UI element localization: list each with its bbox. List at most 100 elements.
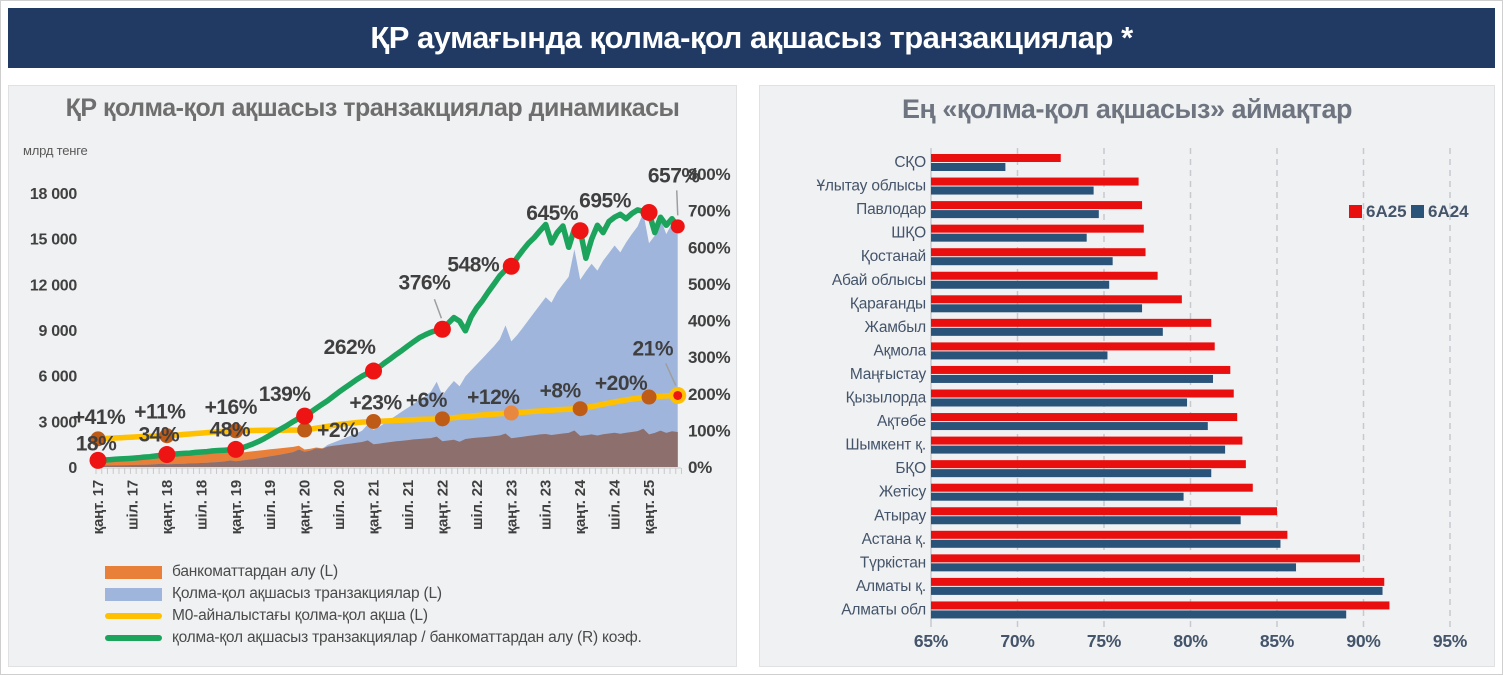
svg-text:+2%: +2% xyxy=(317,419,359,442)
cashless-area-swatch xyxy=(105,587,162,601)
svg-text:21%: 21% xyxy=(632,337,673,360)
x-tick-labels: 65% 70% 75% 80% 85% 90% 95% xyxy=(914,631,1468,651)
left-axis-labels: 0 3 000 6 000 9 000 12 000 15 000 18 000 xyxy=(30,186,78,477)
legend-label-ratio: қолма-қол ақшасыз транзакциялар / банком… xyxy=(172,629,642,646)
svg-text:+11%: +11% xyxy=(134,401,186,424)
svg-text:Павлодар: Павлодар xyxy=(856,201,926,218)
svg-text:+12%: +12% xyxy=(467,386,520,409)
legend-swatch-6a24 xyxy=(1411,205,1424,218)
regions-legend: 6А25 6А24 xyxy=(1349,202,1469,221)
svg-text:657%: 657% xyxy=(648,164,701,187)
svg-text:Қарағанды: Қарағанды xyxy=(850,295,926,312)
svg-text:700%: 700% xyxy=(688,202,730,221)
svg-text:Алматы обл: Алматы обл xyxy=(841,601,926,618)
bar-6a25 xyxy=(931,271,1158,280)
main-title: ҚР аумағында қолма-қол ақшасыз транзакци… xyxy=(370,20,1133,55)
svg-text:Шымкент қ.: Шымкент қ. xyxy=(845,437,926,454)
svg-text:6А25: 6А25 xyxy=(1366,202,1407,221)
svg-text:200%: 200% xyxy=(688,385,730,404)
bar-6a25 xyxy=(931,318,1212,327)
left-axis-unit-label: млрд тенге xyxy=(23,143,88,158)
svg-text:262%: 262% xyxy=(324,336,377,359)
svg-text:500%: 500% xyxy=(688,275,730,294)
svg-text:139%: 139% xyxy=(259,383,312,406)
svg-text:қаңт. 25: қаңт. 25 xyxy=(641,480,658,534)
svg-text:695%: 695% xyxy=(579,189,632,212)
svg-text:Қостанай: Қостанай xyxy=(861,248,926,265)
svg-text:85%: 85% xyxy=(1260,631,1295,651)
svg-text:0: 0 xyxy=(68,460,77,477)
svg-text:қаңт. 21: қаңт. 21 xyxy=(366,480,383,534)
bar-6a24 xyxy=(931,445,1226,454)
dynamics-chart-panel: ҚР қолма-қол ақшасыз транзакциялар динам… xyxy=(8,85,737,667)
svg-text:300%: 300% xyxy=(688,348,730,367)
svg-text:Астана қ.: Астана қ. xyxy=(862,531,926,548)
svg-text:ШҚО: ШҚО xyxy=(891,225,926,242)
svg-text:12 000: 12 000 xyxy=(30,277,78,294)
svg-text:шіл. 19: шіл. 19 xyxy=(262,480,279,530)
bar-6a25 xyxy=(931,154,1061,162)
atm-area-swatch xyxy=(105,565,162,579)
bar-6a25 xyxy=(931,436,1243,445)
bar-6a25 xyxy=(931,577,1385,586)
svg-text:БҚО: БҚО xyxy=(895,460,926,477)
regions-chart-title: Ең «қолма-қол ақшасыз» аймақтар xyxy=(902,94,1353,124)
bar-6a25 xyxy=(931,507,1277,516)
svg-text:3 000: 3 000 xyxy=(38,414,77,431)
bar-6a24 xyxy=(931,327,1163,336)
regions-chart-canvas: СҚО Ұлытау облысы Павлодар ШҚО Қостанай Абай … xyxy=(816,148,1469,651)
bar-6a24 xyxy=(931,210,1099,219)
svg-text:қаңт. 17: қаңт. 17 xyxy=(90,480,107,534)
svg-text:95%: 95% xyxy=(1433,631,1468,651)
ratio-line-swatch xyxy=(105,635,162,641)
svg-text:Түркістан: Түркістан xyxy=(860,554,926,571)
svg-text:645%: 645% xyxy=(526,202,579,225)
svg-text:6 000: 6 000 xyxy=(38,369,77,386)
main-title-bar: ҚР аумағында қолма-қол ақшасыз транзакци… xyxy=(8,8,1495,68)
svg-text:Маңғыстау: Маңғыстау xyxy=(850,366,927,383)
bar-6a24 xyxy=(931,163,1006,171)
bar-6a24 xyxy=(931,280,1110,289)
bar-6a25 xyxy=(931,601,1390,610)
svg-text:800%: 800% xyxy=(688,165,730,184)
svg-text:548%: 548% xyxy=(447,253,500,276)
bar-6a24 xyxy=(931,304,1143,313)
svg-text:Ақмола: Ақмола xyxy=(873,342,926,359)
svg-text:Ақтөбе: Ақтөбе xyxy=(877,413,926,430)
svg-text:қаңт. 24: қаңт. 24 xyxy=(572,479,589,534)
svg-text:шіл. 21: шіл. 21 xyxy=(400,480,417,530)
svg-text:9 000: 9 000 xyxy=(38,323,77,340)
svg-text:Алматы қ.: Алматы қ. xyxy=(856,578,926,595)
svg-text:+6%: +6% xyxy=(406,389,448,412)
svg-text:Ұлытау облысы: Ұлытау облысы xyxy=(816,178,926,195)
svg-text:Жамбыл: Жамбыл xyxy=(865,319,926,336)
svg-text:Қызылорда: Қызылорда xyxy=(846,390,927,407)
svg-text:Атырау: Атырау xyxy=(874,507,926,524)
svg-text:шіл. 23: шіл. 23 xyxy=(538,480,555,530)
regions-chart-panel: Ең «қолма-қол ақшасыз» аймақтар СҚО Ұлыта… xyxy=(759,85,1495,667)
svg-text:400%: 400% xyxy=(688,312,730,331)
bar-6a24 xyxy=(931,374,1213,383)
svg-text:Жетісу: Жетісу xyxy=(879,484,927,501)
svg-text:шіл. 20: шіл. 20 xyxy=(331,480,348,530)
dynamics-chart-canvas: 0 3 000 6 000 9 000 12 000 15 000 18 000 0% 100%… xyxy=(30,164,731,534)
svg-text:+23%: +23% xyxy=(349,391,402,414)
svg-text:70%: 70% xyxy=(1000,631,1035,651)
right-axis-labels: 0% 100% 200% 300% 400% 500% 600% 700% 800% xyxy=(688,165,731,477)
bar-6a24 xyxy=(931,469,1212,478)
areas xyxy=(98,212,678,467)
bar-6a25 xyxy=(931,365,1231,374)
bar-6a25 xyxy=(931,177,1139,186)
svg-text:80%: 80% xyxy=(1173,631,1208,651)
svg-text:шіл. 22: шіл. 22 xyxy=(469,480,486,530)
bar-6a25 xyxy=(931,224,1144,233)
svg-text:қаңт. 22: қаңт. 22 xyxy=(434,480,451,534)
bars xyxy=(931,154,1390,619)
bar-6a24 xyxy=(931,257,1113,266)
bar-6a25 xyxy=(931,248,1146,257)
svg-text:+16%: +16% xyxy=(205,396,258,419)
legend-item-m0: М0-айналыстағы қолма-қол ақша (L) xyxy=(105,607,642,625)
svg-text:100%: 100% xyxy=(688,421,730,440)
svg-text:+20%: +20% xyxy=(595,372,648,395)
bar-6a25 xyxy=(931,413,1238,422)
